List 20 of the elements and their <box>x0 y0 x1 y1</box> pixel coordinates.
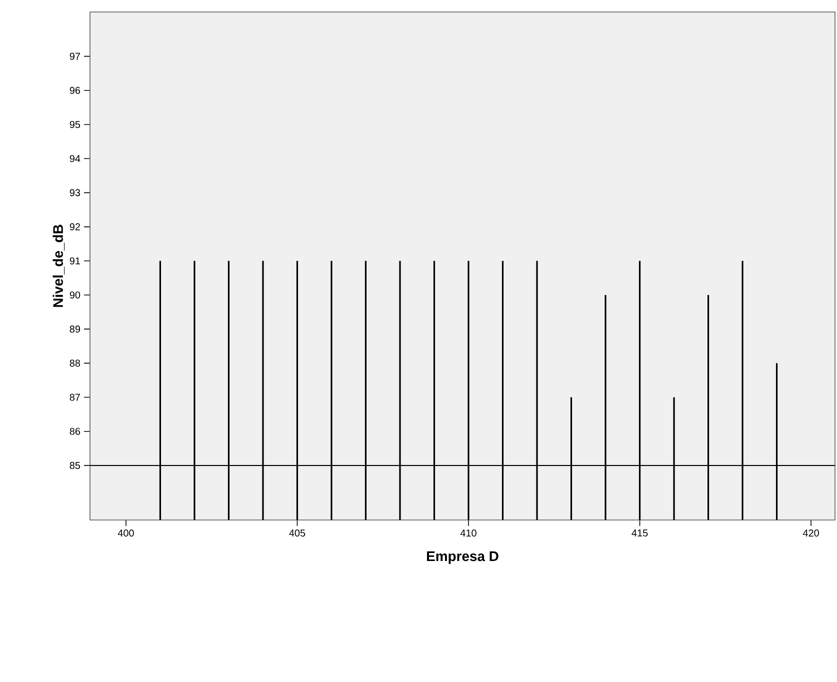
x-tick-label: 400 <box>118 530 134 537</box>
x-tick-label: 405 <box>289 530 306 537</box>
y-tick-label: 89 <box>70 326 80 333</box>
y-tick-label: 85 <box>70 462 80 469</box>
y-tick-label: 95 <box>70 120 80 128</box>
y-tick-label: 87 <box>70 394 80 401</box>
y-tick-label: 92 <box>70 223 80 230</box>
y-axis-title: Nivel_de_dB <box>52 224 65 307</box>
y-tick-label: 91 <box>70 257 80 264</box>
y-tick-label: 88 <box>70 360 80 367</box>
y-tick-label: 96 <box>70 86 80 94</box>
x-tick-label: 410 <box>460 530 476 537</box>
x-tick-label: 420 <box>802 530 819 537</box>
y-tick-label: 97 <box>70 52 80 60</box>
x-axis-title: Empresa D <box>427 551 498 564</box>
y-tick-label: 90 <box>70 291 80 298</box>
x-tick-label: 415 <box>632 530 648 536</box>
y-tick-label: 94 <box>70 155 80 162</box>
y-tick-label: 86 <box>70 428 80 435</box>
y-tick-label: 93 <box>70 189 80 196</box>
